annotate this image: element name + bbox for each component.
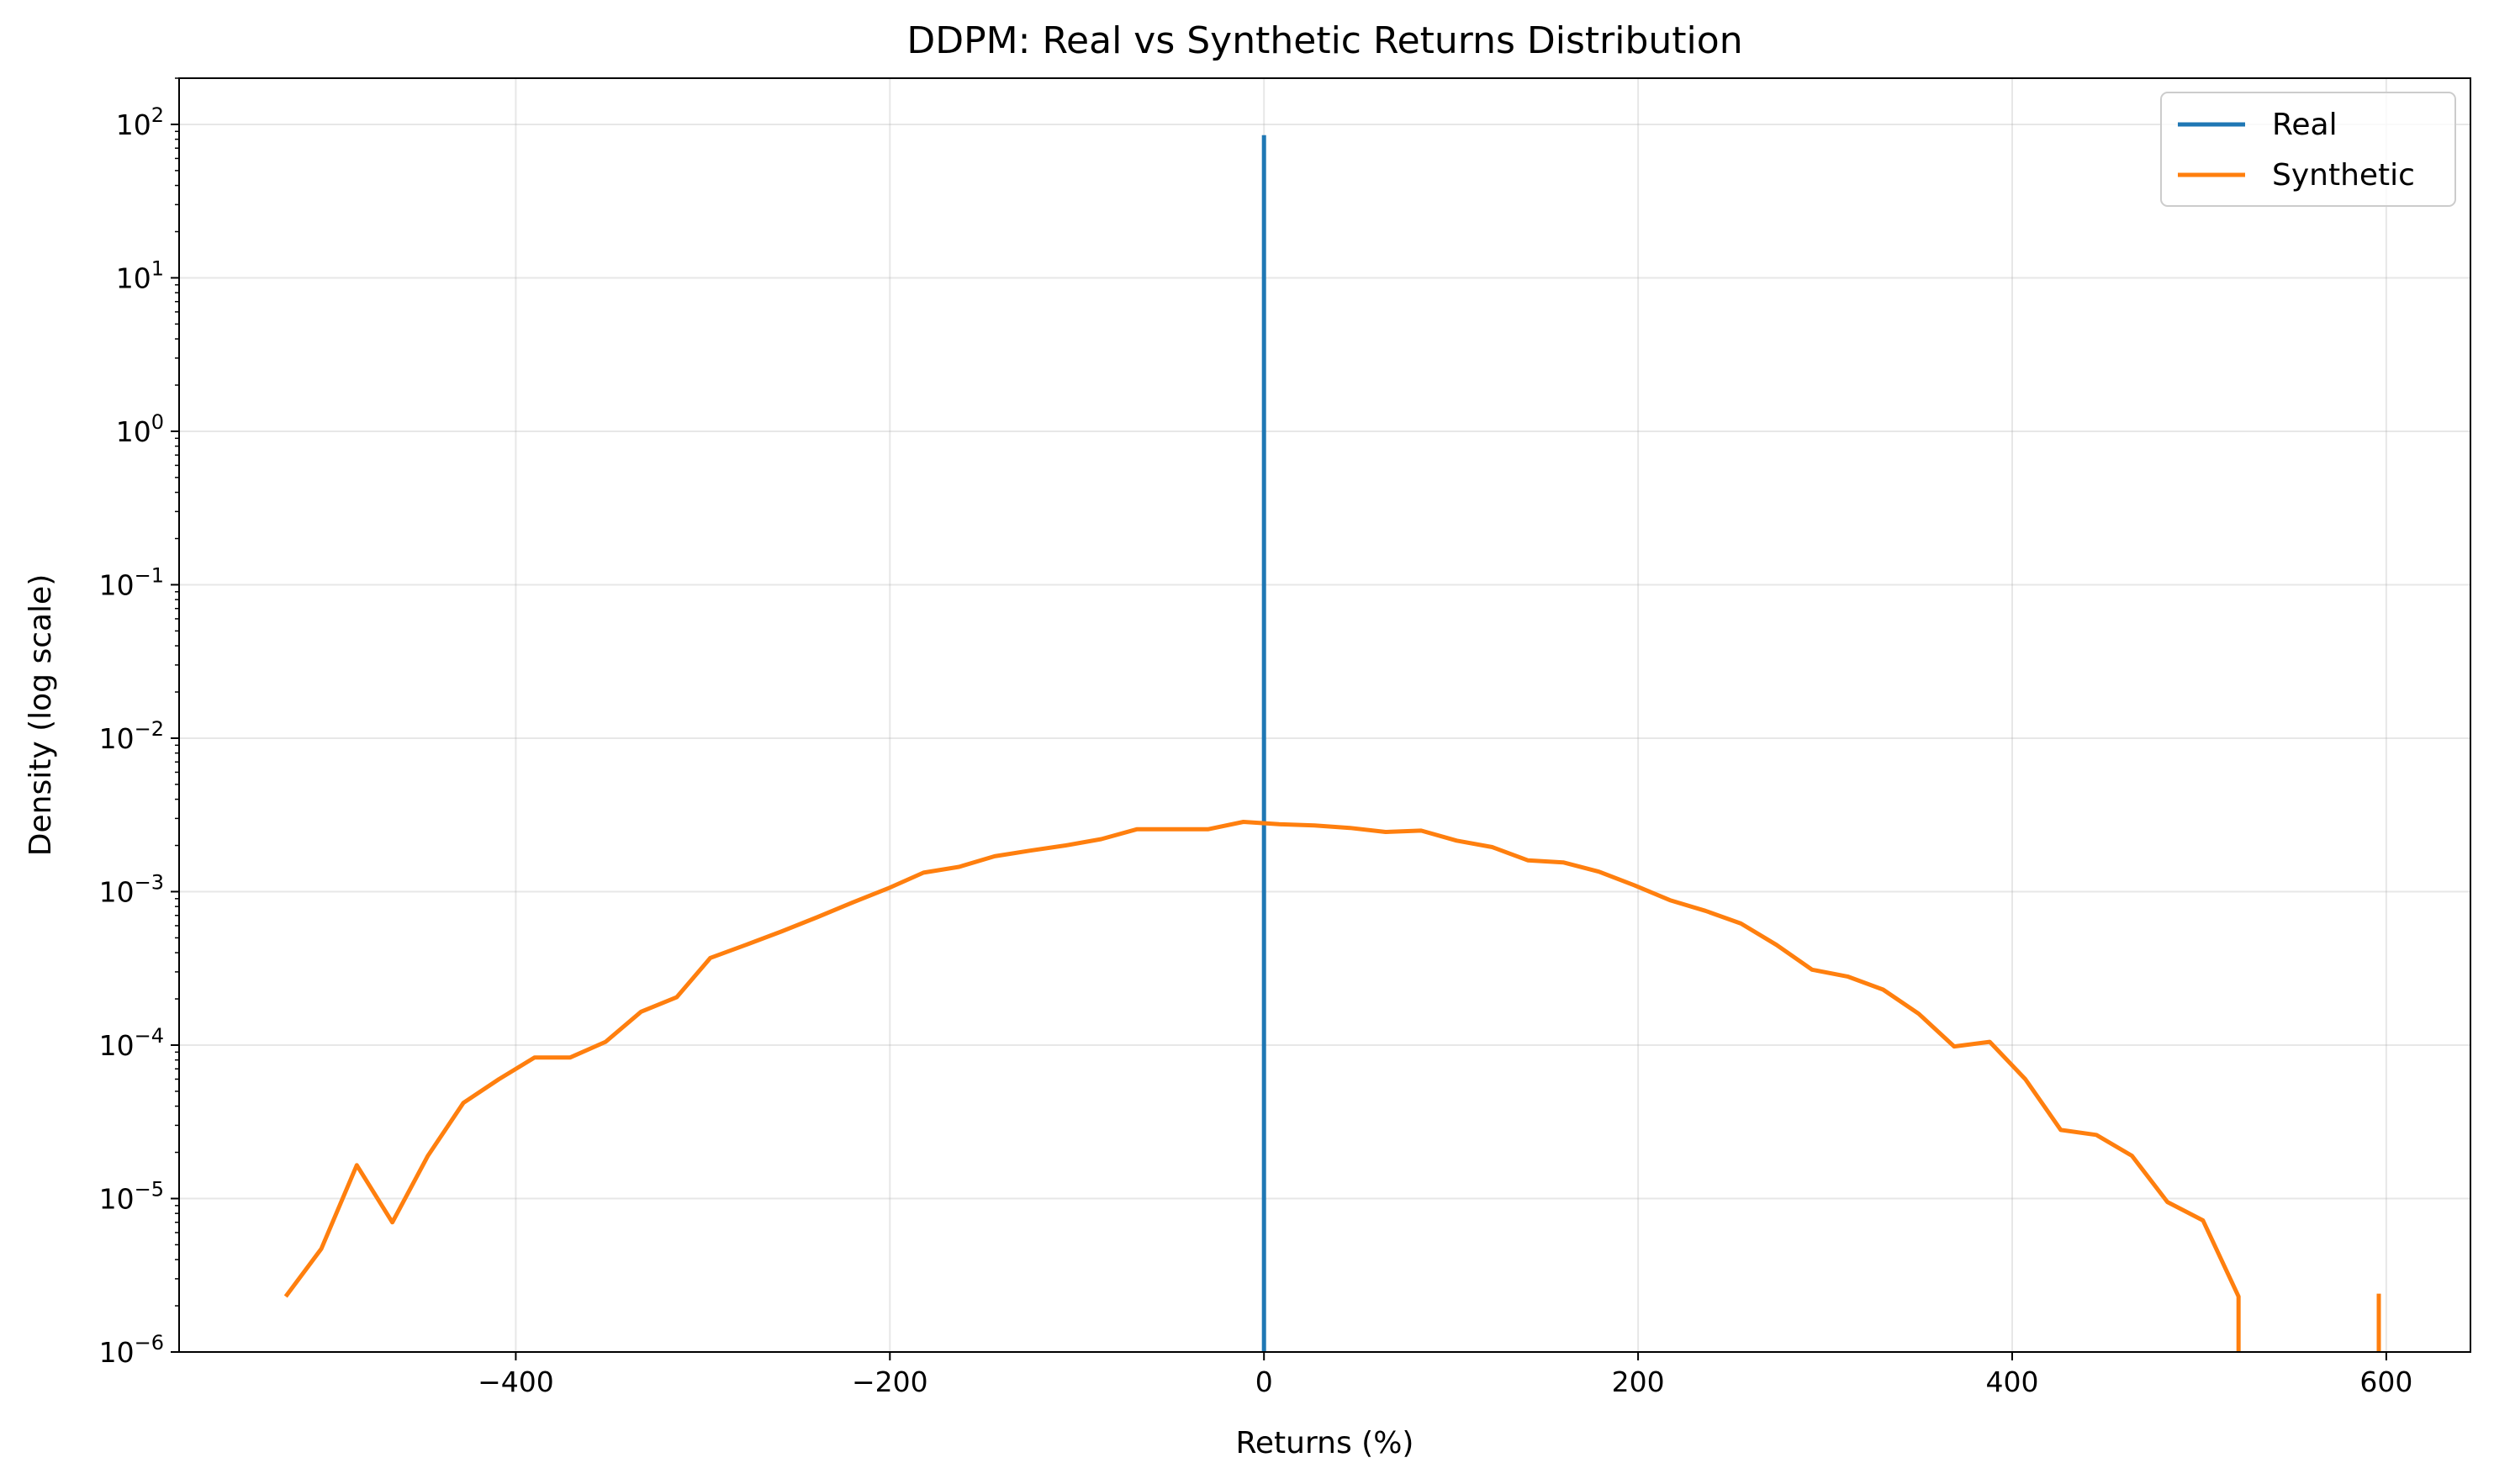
legend-label-synthetic: Synthetic <box>2272 158 2415 193</box>
y-tick-label: 10−4 <box>99 1024 164 1062</box>
y-tick-base: 10 <box>99 1029 135 1062</box>
y-tick-base: 10 <box>116 415 151 448</box>
y-tick-label: 100 <box>116 410 164 448</box>
y-tick-base: 10 <box>99 1336 135 1369</box>
y-tick-base: 10 <box>99 1182 135 1215</box>
y-tick-label: 101 <box>116 256 164 294</box>
x-tick-label: 200 <box>1612 1365 1665 1398</box>
y-tick-label: 10−1 <box>99 563 164 601</box>
y-tick-base: 10 <box>99 722 135 755</box>
y-tick-exponent: −5 <box>135 1177 164 1201</box>
legend: Real Synthetic <box>2160 92 2456 207</box>
y-tick-exponent: −1 <box>135 563 164 587</box>
chart-title: DDPM: Real vs Synthetic Returns Distribu… <box>906 19 1742 62</box>
y-tick-label: 102 <box>116 103 164 141</box>
series-line-synthetic <box>283 820 2241 1352</box>
y-tick-exponent: −4 <box>135 1024 164 1048</box>
x-tick-label: 400 <box>1986 1365 2039 1398</box>
y-tick-label: 10−5 <box>99 1177 164 1215</box>
x-axis-label: Returns (%) <box>1236 1426 1414 1460</box>
y-axis-label: Density (log scale) <box>24 574 58 856</box>
x-tick-label: 0 <box>1255 1365 1273 1398</box>
y-tick-exponent: −3 <box>135 870 164 894</box>
y-tick-exponent: −2 <box>135 717 164 741</box>
legend-label-real: Real <box>2272 108 2338 142</box>
x-tick-label: −200 <box>852 1365 928 1398</box>
y-tick-exponent: 2 <box>151 103 164 127</box>
y-tick-label: 10−6 <box>99 1331 164 1369</box>
y-tick-exponent: 0 <box>151 410 164 434</box>
grid <box>179 78 2470 1353</box>
series-layer <box>283 135 2381 1352</box>
y-tick-base: 10 <box>99 875 135 908</box>
y-tick-base: 10 <box>116 108 151 141</box>
legend-box <box>2160 92 2456 207</box>
y-tick-exponent: 1 <box>151 256 164 280</box>
plot-frame <box>178 77 2471 1353</box>
y-tick-label: 10−3 <box>99 870 164 908</box>
y-tick-base: 10 <box>99 568 135 601</box>
x-tick-label: 600 <box>2359 1365 2412 1398</box>
x-tick-label: −400 <box>478 1365 554 1398</box>
x-axis: −400 −200 0 200 400 600 <box>478 1352 2412 1398</box>
y-tick-label: 10−2 <box>99 717 164 755</box>
y-tick-exponent: −6 <box>135 1331 164 1355</box>
y-tick-base: 10 <box>116 261 151 294</box>
